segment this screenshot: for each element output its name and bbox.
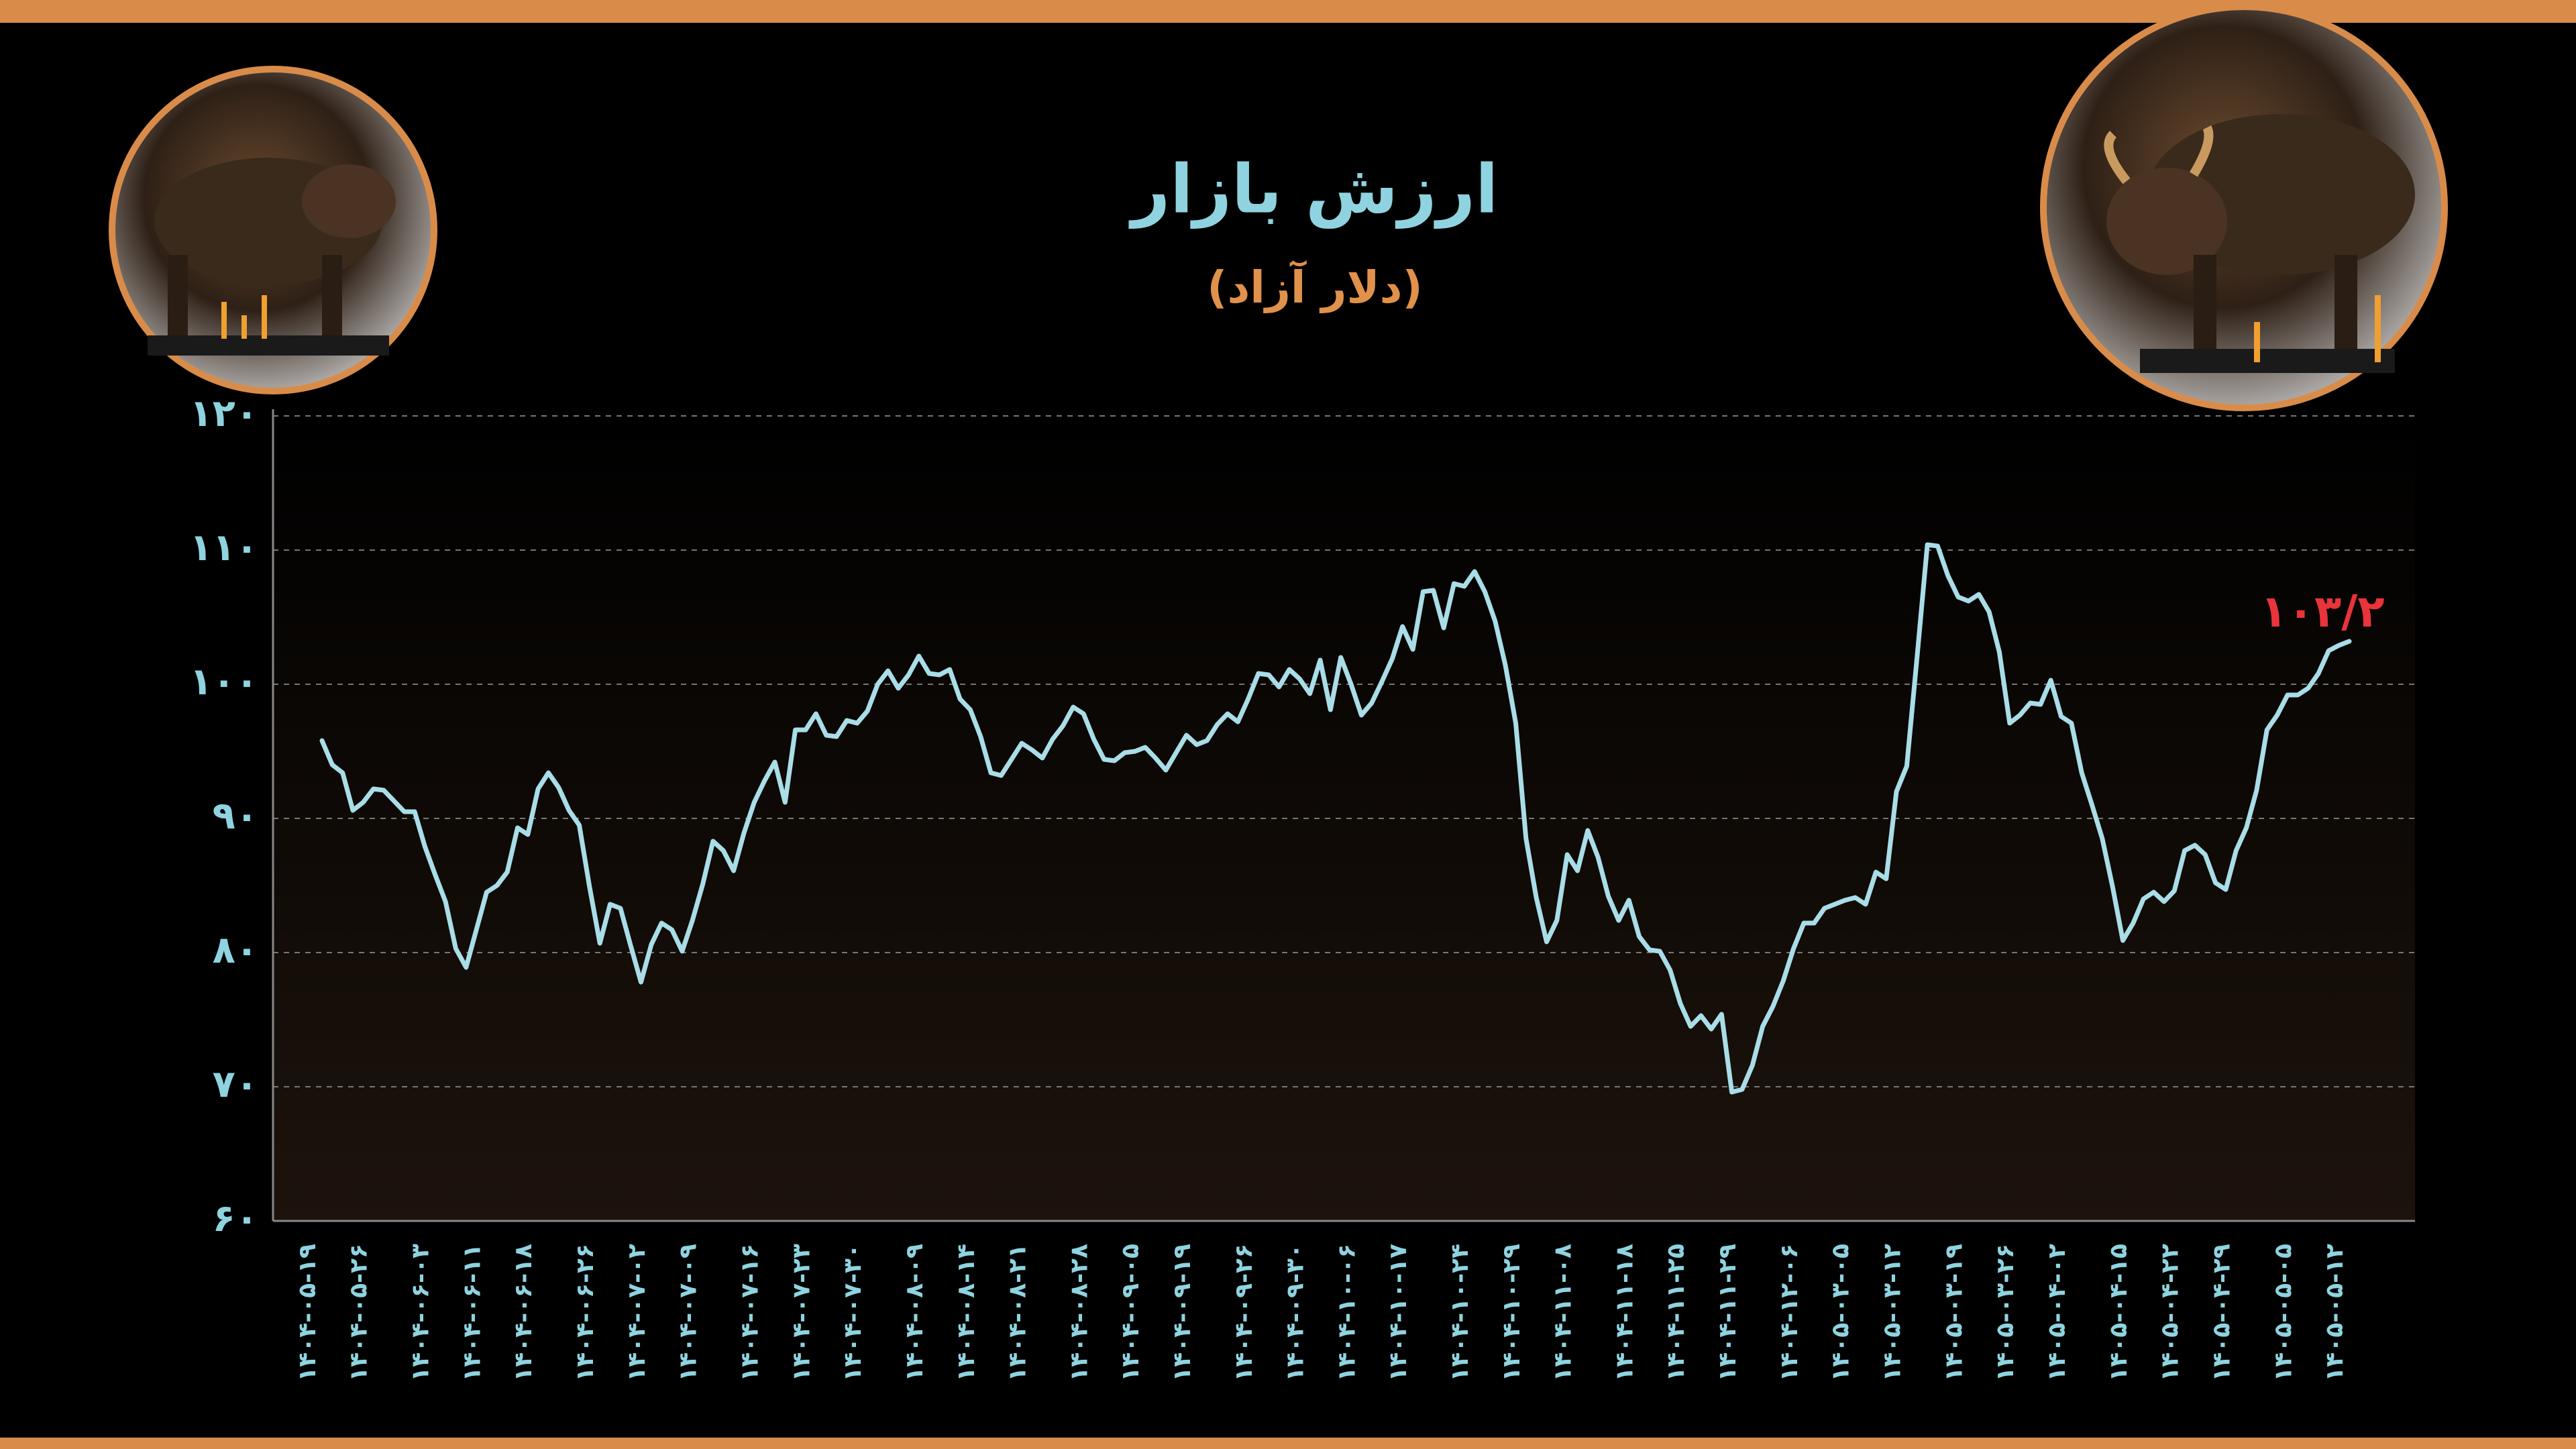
x-tick-label: ۱۴۰۴-۰۶-۱۱	[458, 1244, 486, 1382]
x-tick-label: ۱۴۰۴-۰۶-۱۸	[510, 1244, 537, 1382]
x-tick-label: ۱۴۰۴-۰۶-۰۳	[407, 1244, 435, 1382]
x-tick-label: ۱۴۰۴-۱۱-۲۵	[1662, 1244, 1690, 1382]
bottom-band	[0, 1438, 2576, 1449]
chart-subtitle: (دلار آزاد)	[1207, 260, 1422, 313]
bull-badge	[2040, 3, 2448, 411]
y-tick-label: ۱۱۰	[189, 526, 258, 570]
y-tick-label: ۱۲۰	[189, 392, 258, 435]
y-tick-label: ۱۰۰	[189, 660, 258, 704]
x-tick-label: ۱۴۰۴-۱۰-۰۶	[1333, 1244, 1360, 1382]
x-tick-label: ۱۴۰۴-۰۶-۲۶	[572, 1244, 599, 1382]
x-tick-label: ۱۴۰۴-۱۱-۱۸	[1611, 1244, 1639, 1382]
x-tick-label: ۱۴۰۴-۰۷-۰۲	[623, 1244, 651, 1382]
x-tick-label: ۱۴۰۵-۰۳-۱۹	[1940, 1244, 1968, 1382]
x-tick-label: ۱۴۰۴-۰۹-۰۵	[1117, 1244, 1144, 1382]
x-tick-label: ۱۴۰۴-۰۸-۲۸	[1066, 1244, 1093, 1382]
value-label: ۱۰۳/۲	[2260, 586, 2384, 637]
top-band	[0, 0, 2576, 23]
x-tick-label: ۱۴۰۴-۱۱-۰۸	[1549, 1244, 1576, 1382]
x-tick-label: ۱۴۰۴-۰۸-۰۹	[901, 1244, 928, 1382]
x-tick-label: ۱۴۰۵-۰۳-۲۶	[1992, 1244, 2019, 1382]
x-tick-label: ۱۴۰۴-۰۷-۲۳	[788, 1244, 815, 1382]
x-tick-label: ۱۴۰۴-۰۸-۱۴	[953, 1244, 980, 1382]
x-tick-label: ۱۴۰۴-۱۱-۲۹	[1714, 1244, 1741, 1382]
x-tick-label: ۱۴۰۵-۰۳-۱۲	[1878, 1244, 1906, 1382]
x-tick-label: ۱۴۰۴-۰۵-۲۶	[345, 1244, 373, 1382]
y-tick-label: ۹۰	[213, 794, 258, 838]
x-tick-label: ۱۴۰۵-۰۵-۰۵	[2269, 1244, 2297, 1382]
x-tick-label: ۱۴۰۴-۰۷-۰۹	[675, 1244, 702, 1382]
x-tick-label: ۱۴۰۴-۱۰-۲۹	[1498, 1244, 1525, 1382]
x-tick-label: ۱۴۰۴-۰۷-۳۰	[839, 1244, 867, 1382]
chart-title: ارزش بازار	[1128, 150, 1499, 229]
x-tick-label: ۱۴۰۴-۰۹-۱۹	[1169, 1244, 1196, 1382]
bear-badge	[109, 66, 437, 394]
x-tick-label: ۱۴۰۴-۰۸-۲۱	[1004, 1244, 1031, 1382]
x-tick-label: ۱۴۰۴-۰۹-۳۰	[1282, 1244, 1309, 1382]
x-tick-label: ۱۴۰۴-۱۰-۲۴	[1446, 1244, 1474, 1382]
x-tick-label: ۱۴۰۴-۰۷-۱۶	[737, 1244, 764, 1382]
y-tick-label: ۷۰	[213, 1063, 258, 1106]
x-tick-label: ۱۴۰۵-۰۴-۲۲	[2157, 1244, 2184, 1382]
y-tick-label: ۸۰	[213, 928, 258, 972]
x-tick-label: ۱۴۰۴-۱۲-۰۶	[1776, 1244, 1803, 1382]
x-tick-label: ۱۴۰۴-۰۹-۲۶	[1230, 1244, 1258, 1382]
x-tick-label: ۱۴۰۴-۰۵-۱۹	[294, 1244, 321, 1382]
x-tick-label: ۱۴۰۴-۱۰-۱۷	[1385, 1244, 1412, 1382]
x-tick-label: ۱۴۰۵-۰۴-۱۵	[2105, 1244, 2133, 1382]
series	[319, 542, 2352, 1095]
line	[319, 542, 2352, 1095]
x-tick-label: ۱۴۰۵-۰۴-۰۲	[2043, 1244, 2071, 1382]
x-tick-label: ۱۴۰۵-۰۴-۲۹	[2208, 1244, 2235, 1382]
x-tick-label: ۱۴۰۵-۰۵-۱۲	[2321, 1244, 2349, 1382]
x-tick-label: ۱۴۰۵-۰۳-۰۵	[1827, 1244, 1855, 1382]
y-tick-label: ۶۰	[213, 1197, 258, 1240]
